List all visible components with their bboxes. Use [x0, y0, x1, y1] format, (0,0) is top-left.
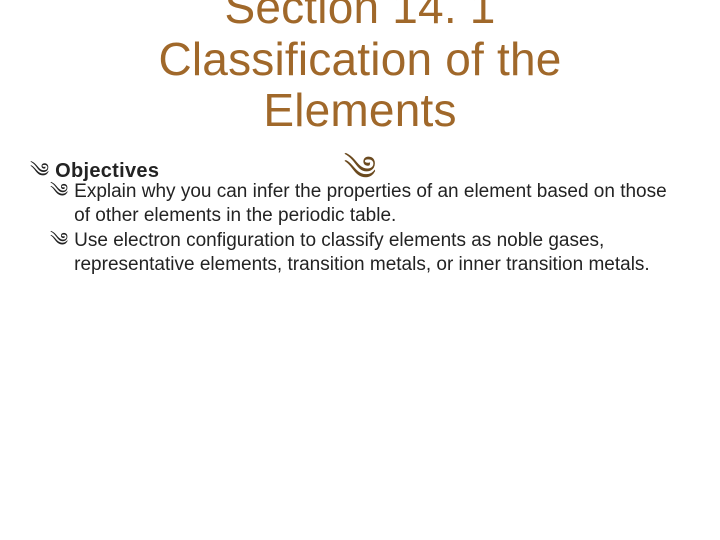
bullet-icon: ༄ [50, 229, 68, 276]
objectives-list: ༄ Explain why you can infer the properti… [50, 180, 686, 278]
objective-text: Use electron configuration to classify e… [74, 229, 686, 276]
bullet-icon: ༄ [50, 180, 68, 227]
title-line-1: Section 14. 1 [224, 0, 495, 33]
bullet-icon: ༄ [30, 148, 49, 204]
title-line-2: Classification of the [158, 33, 561, 85]
list-item: ༄ Explain why you can infer the properti… [50, 180, 686, 227]
objective-text: Explain why you can infer the properties… [74, 180, 686, 227]
list-item: ༄ Use electron configuration to classify… [50, 229, 686, 276]
section-title: Section 14. 1 Classification of the Elem… [0, 0, 720, 137]
title-line-3: Elements [263, 84, 456, 136]
